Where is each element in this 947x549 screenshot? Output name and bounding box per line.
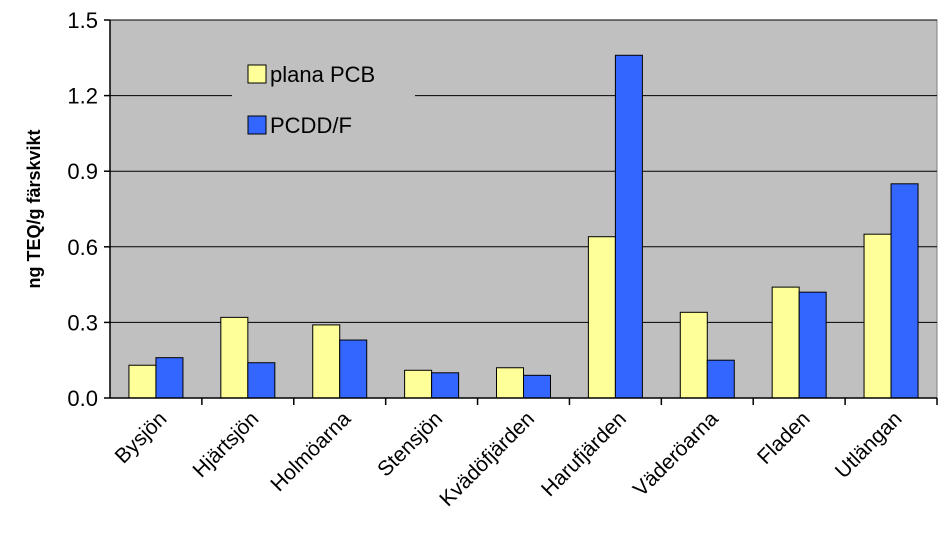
bars — [128, 54, 919, 399]
bar-pcdd-f — [155, 357, 184, 399]
y-tick-label: 0.9 — [67, 159, 98, 184]
bar-plana-pcb — [220, 316, 249, 399]
bar-pcdd-f — [247, 362, 276, 399]
legend-label-plana-pcb: plana PCB — [270, 62, 375, 87]
bar-plana-pcb — [679, 311, 708, 399]
bar-plana-pcb — [312, 324, 341, 399]
x-tick-label: Bysjön — [111, 407, 172, 468]
bar-plana-pcb — [128, 364, 157, 399]
legend: plana PCB PCDD/F — [232, 49, 415, 157]
legend-swatch-pcdd-f — [247, 115, 267, 135]
x-tick-label: Utlängan — [831, 407, 907, 483]
legend-swatch-plana-pcb — [247, 64, 267, 84]
bar-pcdd-f — [614, 54, 643, 399]
x-ticks: Bysjön Hjärtsjön Holmöarna StensjönKvädöfjä… — [111, 398, 938, 511]
bar-plana-pcb — [404, 369, 433, 399]
y-tick-label: 1.2 — [67, 84, 98, 109]
bar-plana-pcb — [587, 236, 616, 399]
bar-pcdd-f — [523, 374, 551, 399]
legend-label-pcdd-f: PCDD/F — [270, 113, 352, 138]
x-tick-label: Harufjärden — [537, 407, 631, 501]
y-tick-label: 0.6 — [67, 235, 98, 260]
y-tick-label: 0.3 — [67, 310, 98, 335]
x-tick-label: Kvädöfjärden — [435, 407, 539, 511]
bar-plana-pcb — [771, 286, 800, 399]
y-axis-label: ng TEQ/g färskvikt — [24, 129, 44, 288]
y-ticks: 0.0 0.3 0.6 0.9 1.2 1.5 — [67, 8, 110, 411]
x-tick-label: Stensjön — [373, 407, 447, 481]
bar-pcdd-f — [339, 339, 368, 399]
bar-plana-pcb — [496, 367, 524, 399]
x-tick-label: Väderöarna — [629, 407, 723, 501]
y-tick-label: 1.5 — [67, 8, 98, 33]
y-tick-label: 0.0 — [67, 386, 98, 411]
bar-pcdd-f — [431, 372, 460, 399]
x-tick-label: Hjärtsjön — [189, 407, 264, 482]
bar-plana-pcb — [863, 233, 892, 399]
x-tick-label: Holmöarna — [266, 407, 355, 496]
bar-pcdd-f — [706, 359, 735, 399]
bar-pcdd-f — [798, 291, 827, 399]
bar-pcdd-f — [890, 183, 919, 399]
x-tick-label: Fladen — [753, 407, 815, 469]
